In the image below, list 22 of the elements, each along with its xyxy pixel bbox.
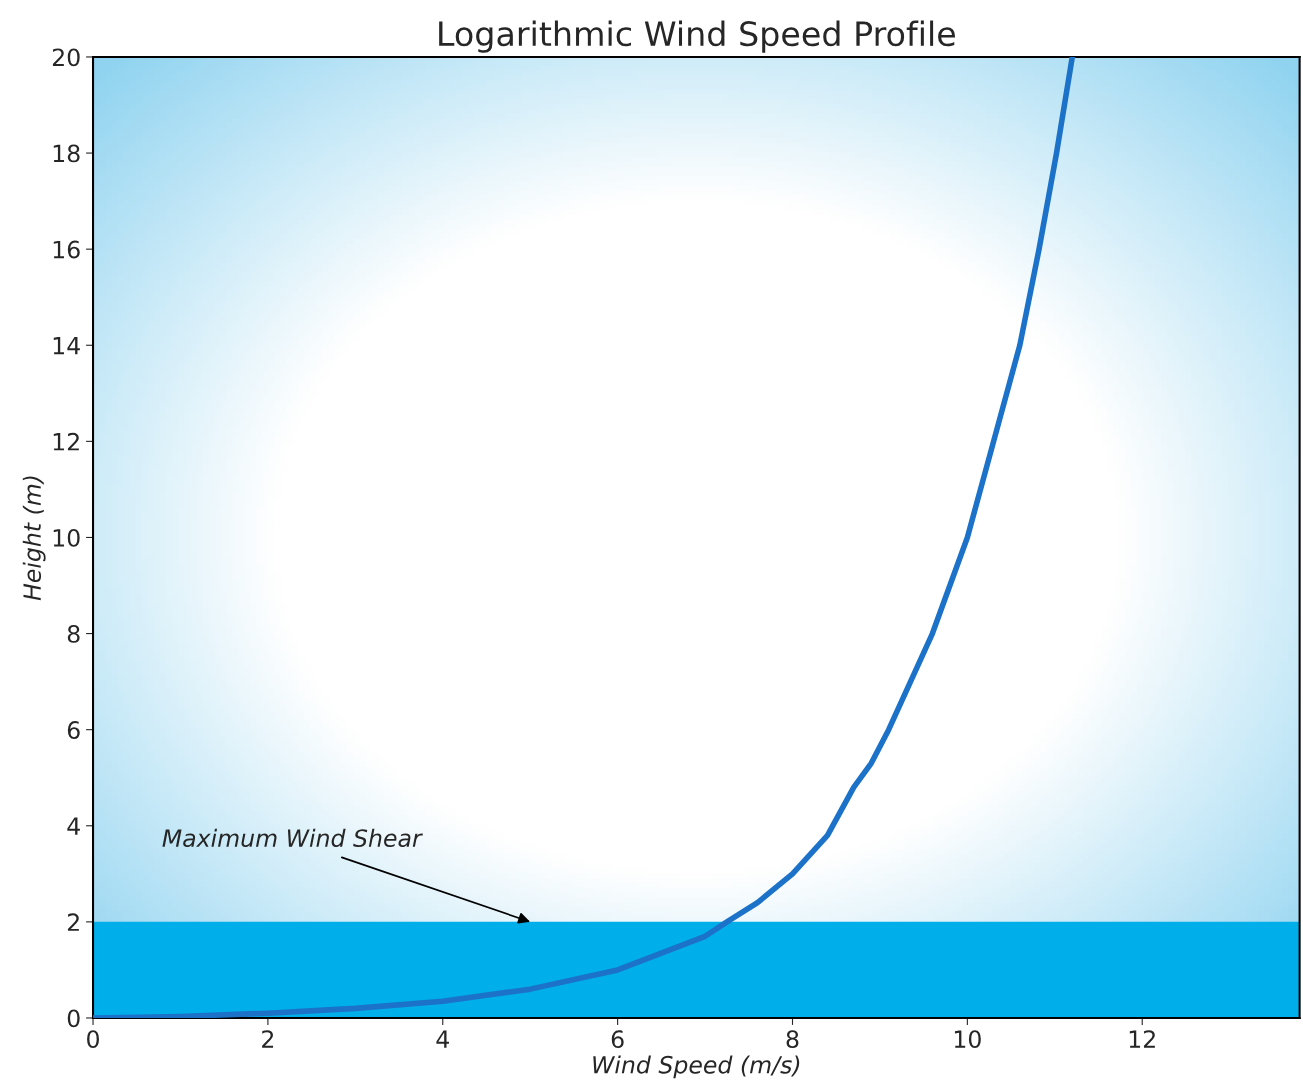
y-tick-label: 20 <box>52 48 80 67</box>
x-axis-title: Wind Speed (m/s) <box>593 1055 800 1079</box>
x-tick-label: 2 <box>262 1030 274 1048</box>
y-tick-label: 14 <box>53 337 80 355</box>
y-tick-label: 16 <box>53 240 80 259</box>
annotation: Maximum Wind Shear <box>162 828 423 848</box>
chart-title: Logarithmic Wind Speed Profile <box>439 20 955 53</box>
x-tick-label: 8 <box>786 1030 799 1049</box>
y-tick-label: 0 <box>67 1009 80 1028</box>
x-tick-label: 4 <box>436 1030 449 1048</box>
y-tick-label: 12 <box>53 432 79 451</box>
x-tick-label: 12 <box>1129 1030 1155 1048</box>
x-tick-label: 0 <box>87 1030 99 1049</box>
y-axis-title: Height (m) <box>22 476 46 601</box>
y-tick-label: 2 <box>67 913 79 931</box>
x-tick-label: 6 <box>611 1030 624 1049</box>
y-tick-label: 6 <box>67 721 80 739</box>
y-tick-label: 18 <box>53 144 80 163</box>
y-tick-label: 8 <box>67 625 80 643</box>
y-tick-label: 10 <box>53 528 80 547</box>
y-tick-label: 4 <box>67 817 80 835</box>
x-tick-label: 10 <box>954 1030 981 1049</box>
